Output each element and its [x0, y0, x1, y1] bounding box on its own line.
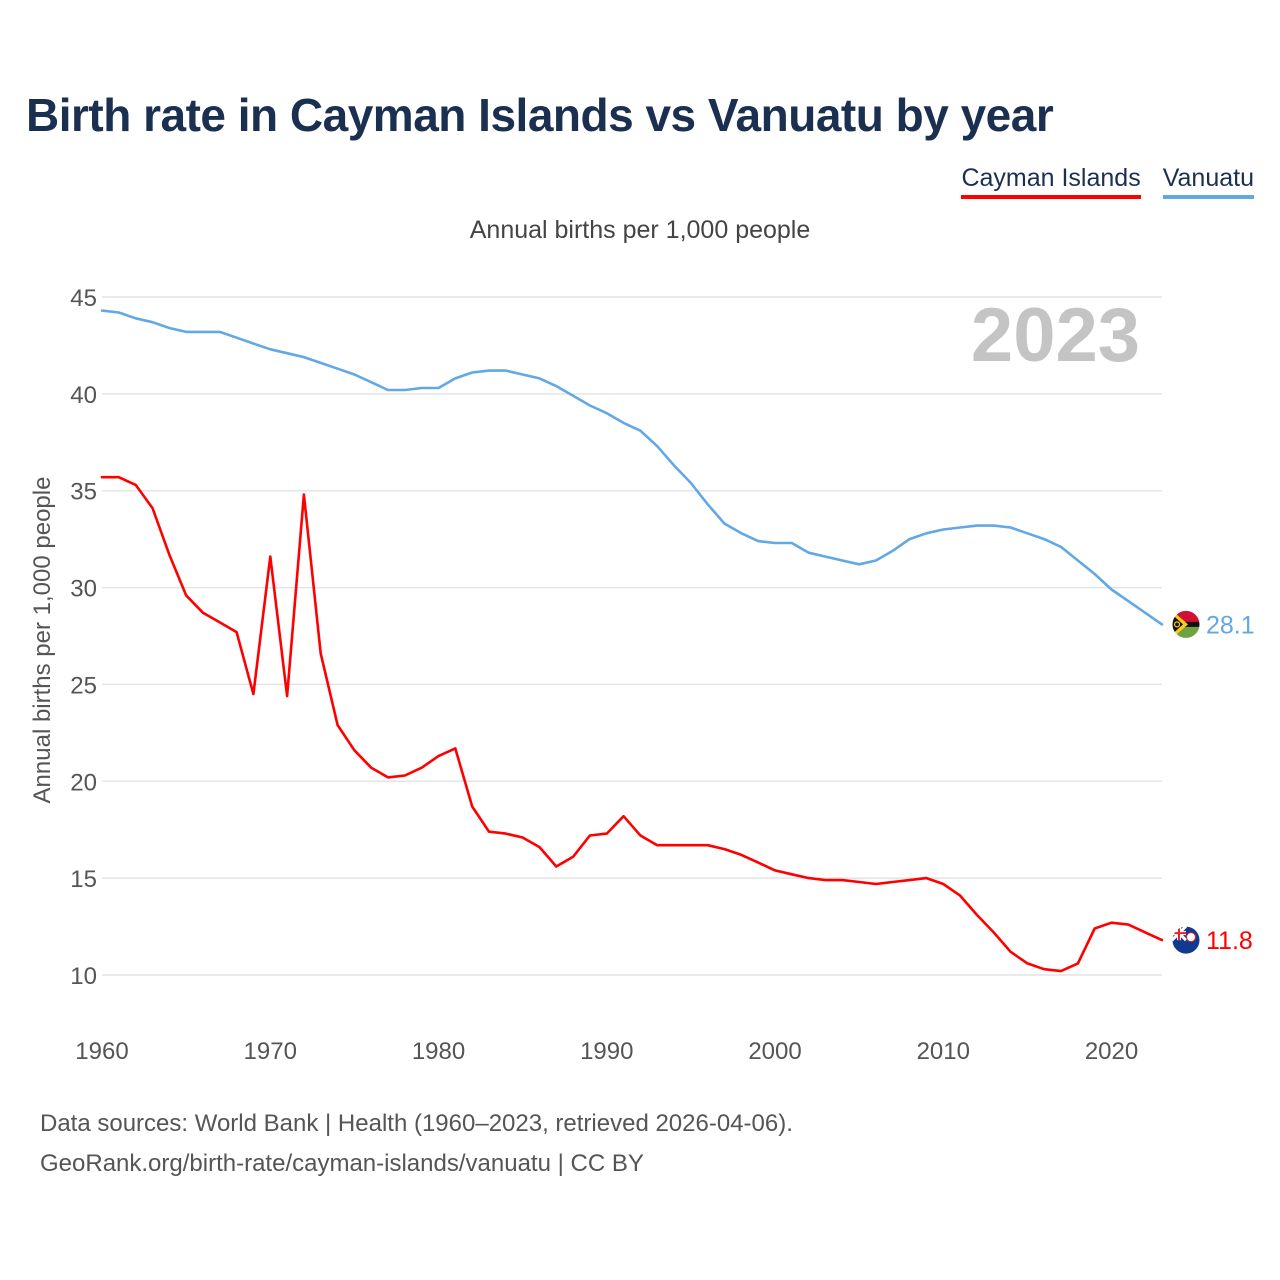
y-tick-label: 15 [70, 866, 97, 893]
footer-link[interactable]: GeoRank.org/birth-rate/cayman-islands/va… [40, 1150, 644, 1177]
y-tick-label: 10 [70, 963, 97, 990]
x-tick-label: 2010 [917, 1038, 970, 1065]
y-tick-label: 40 [70, 382, 97, 409]
x-tick-label: 1990 [580, 1038, 633, 1065]
footer-sources: Data sources: World Bank | Health (1960–… [40, 1110, 793, 1137]
x-tick-label: 2020 [1085, 1038, 1138, 1065]
cayman-islands-flag-icon [1171, 925, 1201, 955]
x-tick-label: 1970 [244, 1038, 297, 1065]
vanuatu-flag-icon [1171, 609, 1201, 639]
end-labels: 28.1 11.8 [1206, 611, 1255, 955]
legend-item-cayman-islands[interactable]: Cayman Islands [961, 164, 1141, 199]
year-watermark: 2023 [971, 293, 1140, 378]
chart-subtitle: Annual births per 1,000 people [469, 216, 811, 244]
y-axis-label: Annual births per 1,000 people [29, 477, 56, 804]
x-tick-label: 1980 [412, 1038, 465, 1065]
y-tick-label: 25 [70, 672, 97, 699]
y-tick-label: 20 [70, 769, 97, 796]
gridlines [102, 296, 1162, 976]
x-axis-ticks: 1960 1970 1980 1990 2000 2010 2020 [75, 1038, 1138, 1065]
x-tick-label: 1960 [75, 1038, 128, 1065]
series-line-cayman-islands[interactable] [100, 475, 1164, 973]
chart-title: Birth rate in Cayman Islands vs Vanuatu … [26, 89, 1054, 141]
end-label-vanuatu: 28.1 [1206, 611, 1255, 639]
y-tick-label: 30 [70, 576, 97, 603]
footer: Data sources: World Bank | Health (1960–… [40, 1104, 793, 1184]
y-tick-label: 35 [70, 479, 97, 506]
legend-item-vanuatu[interactable]: Vanuatu [1162, 164, 1254, 199]
y-axis-ticks: 10 15 20 25 30 35 40 45 [70, 285, 97, 990]
y-tick-label: 45 [70, 285, 97, 312]
end-label-cayman-islands: 11.8 [1206, 927, 1253, 955]
legend: Cayman Islands Vanuatu [961, 164, 1254, 199]
x-tick-label: 2000 [748, 1038, 801, 1065]
series-lines [100, 309, 1164, 973]
plot-area: 2023 10 15 20 25 30 35 40 45 1960 1970 1980 1990 20… [29, 285, 1255, 1065]
series-line-vanuatu[interactable] [100, 309, 1164, 626]
